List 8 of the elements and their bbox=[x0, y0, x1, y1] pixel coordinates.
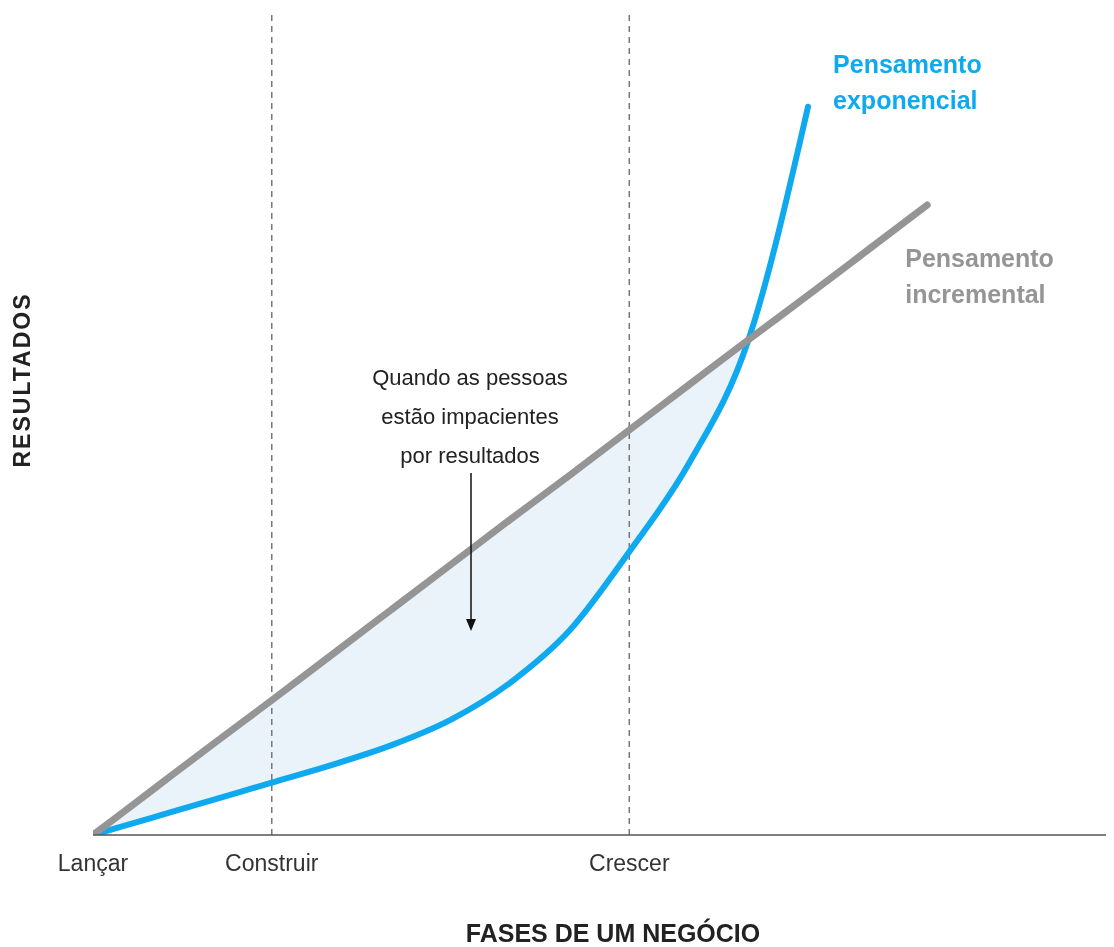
annotation: Quando as pessoas estão impacientes por resultados bbox=[371, 364, 569, 470]
x-axis-title: FASES DE UM NEGÓCIO bbox=[465, 918, 761, 947]
series-label: Pensamento exponencial bbox=[833, 49, 982, 114]
x-tick-label: Lançar bbox=[57, 850, 129, 877]
y-axis-title: RESULTADOS bbox=[8, 292, 36, 468]
x-tick-label: Construir bbox=[225, 850, 319, 877]
series-label: Pensamento incremental bbox=[905, 244, 1054, 308]
x-tick-label: Crescer bbox=[589, 850, 670, 877]
